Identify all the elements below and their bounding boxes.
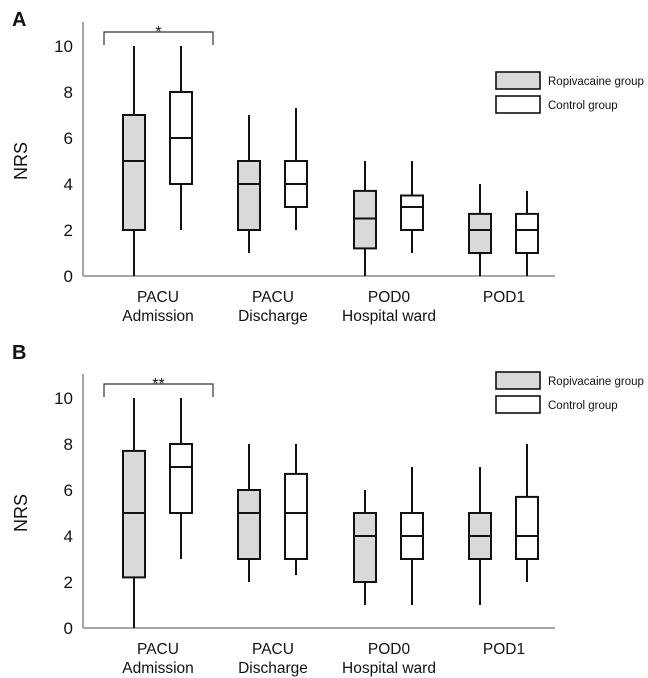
box-ropivacaine bbox=[353, 490, 377, 605]
iqr-box bbox=[353, 512, 377, 583]
x-category-label: PACU bbox=[137, 641, 179, 658]
y-tick-label: 2 bbox=[64, 573, 73, 592]
x-category-label: POD1 bbox=[483, 289, 525, 306]
x-category-label: POD0 bbox=[368, 641, 411, 658]
y-tick-label: 8 bbox=[64, 435, 73, 454]
x-category-label: PACU bbox=[252, 641, 294, 658]
panel-a: A 0 2 4 6 8 10 NRS PACU Admission PACU Discharge POD… bbox=[11, 9, 644, 325]
y-tick-label: 6 bbox=[64, 129, 73, 148]
legend-label: Control group bbox=[548, 400, 618, 412]
legend-swatch bbox=[495, 71, 541, 90]
iqr-box bbox=[237, 160, 261, 231]
x-category-label: POD0 bbox=[368, 289, 411, 306]
x-category-label: POD1 bbox=[483, 641, 525, 658]
legend-label: Ropivacaine group bbox=[548, 376, 644, 388]
iqr-box bbox=[122, 114, 146, 231]
x-category-label: Discharge bbox=[238, 308, 308, 325]
y-tick-label: 4 bbox=[64, 527, 73, 546]
significance-bracket bbox=[103, 31, 214, 45]
legend-item: Ropivacaine group bbox=[495, 371, 644, 390]
y-tick-label: 10 bbox=[54, 37, 73, 56]
x-category-label: Hospital ward bbox=[342, 660, 436, 677]
significance-marker: ** bbox=[152, 376, 164, 393]
y-tick-label: 0 bbox=[64, 267, 73, 286]
panel-label: B bbox=[12, 342, 26, 364]
box-ropivacaine bbox=[468, 467, 492, 605]
box-control bbox=[284, 108, 308, 230]
box-ropivacaine bbox=[237, 115, 261, 253]
iqr-box bbox=[169, 443, 193, 514]
box-control bbox=[400, 467, 424, 605]
x-category-label: PACU bbox=[137, 289, 179, 306]
y-tick-label: 8 bbox=[64, 83, 73, 102]
iqr-box bbox=[122, 449, 146, 579]
x-category-label: Admission bbox=[122, 660, 194, 677]
box-ropivacaine bbox=[122, 398, 146, 628]
x-category-label: Admission bbox=[122, 308, 194, 325]
y-tick-label: 0 bbox=[64, 619, 73, 638]
box-ropivacaine bbox=[122, 46, 146, 276]
legend-swatch bbox=[495, 395, 541, 414]
legend-item: Control group bbox=[495, 95, 618, 114]
legend-label: Ropivacaine group bbox=[548, 76, 644, 88]
box-ropivacaine bbox=[353, 161, 377, 276]
iqr-box bbox=[353, 189, 377, 250]
legend-swatch bbox=[495, 95, 541, 114]
box-control bbox=[169, 398, 193, 559]
x-category-label: PACU bbox=[252, 289, 294, 306]
y-tick-label: 4 bbox=[64, 175, 73, 194]
legend-item: Ropivacaine group bbox=[495, 71, 644, 90]
significance-bracket bbox=[103, 383, 214, 397]
y-tick-label: 10 bbox=[54, 389, 73, 408]
y-tick-label: 2 bbox=[64, 221, 73, 240]
legend-item: Control group bbox=[495, 395, 618, 414]
box-control bbox=[515, 444, 539, 582]
iqr-box bbox=[515, 212, 539, 254]
box-ropivacaine bbox=[237, 444, 261, 582]
box-control bbox=[515, 190, 539, 276]
x-category-label: Discharge bbox=[238, 660, 308, 677]
box-ropivacaine bbox=[468, 184, 492, 276]
legend-label: Control group bbox=[548, 100, 618, 112]
panel-b: B 0 2 4 6 8 10 NRS PACU Admission PACU Discharge POD… bbox=[11, 342, 644, 677]
iqr-box bbox=[237, 489, 261, 560]
iqr-box bbox=[284, 472, 308, 560]
box-control bbox=[169, 46, 193, 230]
y-axis-label: NRS bbox=[11, 494, 31, 532]
box-control bbox=[400, 161, 424, 253]
iqr-box bbox=[400, 194, 424, 231]
iqr-box bbox=[515, 495, 539, 560]
box-control bbox=[284, 444, 308, 576]
x-category-label: Hospital ward bbox=[342, 308, 436, 325]
panel-label: A bbox=[12, 9, 26, 31]
significance-marker: * bbox=[155, 24, 161, 41]
legend-swatch bbox=[495, 371, 541, 390]
y-tick-label: 6 bbox=[64, 481, 73, 500]
y-axis-label: NRS bbox=[11, 142, 31, 180]
iqr-box bbox=[468, 212, 492, 254]
